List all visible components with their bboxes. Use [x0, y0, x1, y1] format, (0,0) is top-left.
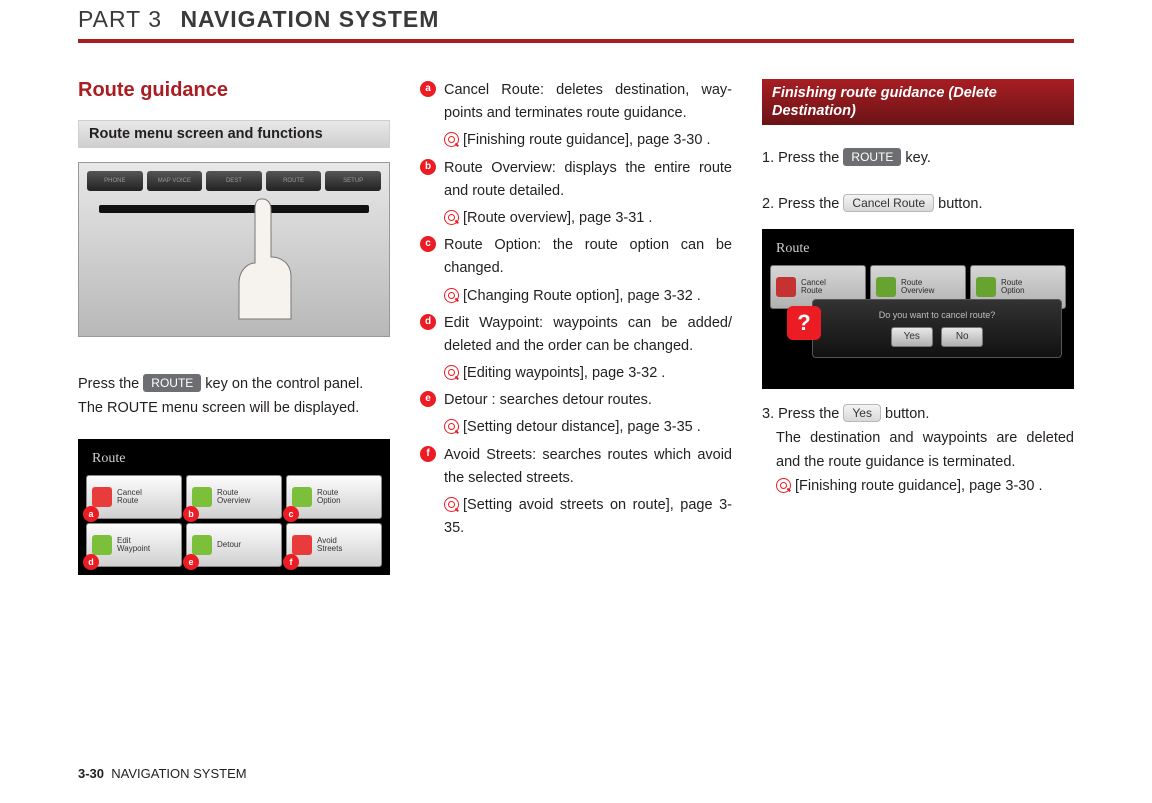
device-button: ROUTE [266, 171, 322, 191]
reference-icon [444, 497, 459, 512]
step-2: 2. Press the Cancel Route button. [762, 193, 1074, 217]
callout-marker: e [420, 391, 436, 407]
feature-item: dEdit Waypoint: waypoints can be added/ … [420, 312, 732, 358]
confirm-dialog: ? Do you want to cancel route? Yes No [812, 299, 1062, 358]
question-icon: ? [787, 306, 821, 340]
route-menu-tile: f Avoid Streets [286, 523, 382, 567]
feature-reference: [Setting avoid streets on route], page 3… [420, 494, 732, 540]
content-columns: Route guidance Route menu screen and fun… [78, 79, 1074, 589]
feature-list: aCancel Route: deletes destination, way-… [420, 79, 732, 540]
route-menu-tile: b Route Overview [186, 475, 282, 519]
cancel-route-screenshot: Route Cancel RouteRoute OverviewRoute Op… [762, 229, 1074, 389]
callout-marker: a [83, 506, 99, 522]
feature-reference: [Changing Route option], page 3-32 . [420, 285, 732, 308]
body-text: Press the ROUTE key on the control panel… [78, 373, 390, 397]
step-3-ref: [Finishing route guidance], page 3-30 . [762, 475, 1074, 499]
device-photo: PHONE MAP VOICE DEST ROUTE SETUP [78, 162, 390, 337]
device-button: SETUP [325, 171, 381, 191]
reference-icon [776, 478, 791, 493]
screenshot-title: Route [770, 237, 1066, 265]
step-3-detail: The destination and waypoints are delete… [762, 427, 1074, 475]
part-title: NAVIGATION SYSTEM [180, 6, 439, 32]
callout-marker: a [420, 81, 436, 97]
yes-button[interactable]: Yes [891, 327, 933, 347]
callout-marker: d [420, 314, 436, 330]
device-button: MAP VOICE [147, 171, 203, 191]
yes-button-chip: Yes [843, 404, 881, 422]
page-header: PART 3 NAVIGATION SYSTEM [78, 0, 1074, 43]
reference-icon [444, 288, 459, 303]
feature-reference: [Editing waypoints], page 3-32 . [420, 362, 732, 385]
reference-icon [444, 210, 459, 225]
callout-marker: f [420, 446, 436, 462]
feature-reference: [Finishing route guidance], page 3-30 . [420, 129, 732, 152]
step-1: 1. Press the ROUTE key. [762, 147, 1074, 171]
route-menu-tile: c Route Option [286, 475, 382, 519]
feature-item: fAvoid Streets: searches routes which av… [420, 444, 732, 490]
route-menu-tile: a Cancel Route [86, 475, 182, 519]
feature-item: cRoute Option: the route option can be c… [420, 234, 732, 280]
feature-item: eDetour : searches detour routes. [420, 389, 732, 412]
callout-marker: c [283, 506, 299, 522]
feature-reference: [Route overview], page 3-31 . [420, 207, 732, 230]
callout-marker: f [283, 554, 299, 570]
part-label: PART 3 [78, 6, 162, 32]
no-button[interactable]: No [941, 327, 983, 347]
subsection-bar: Route menu screen and functions [78, 120, 390, 148]
device-button: PHONE [87, 171, 143, 191]
column-3: Finishing route guidance (Delete Destina… [762, 79, 1074, 589]
callout-marker: d [83, 554, 99, 570]
hand-icon [229, 193, 309, 323]
route-key-chip: ROUTE [843, 148, 901, 166]
route-menu-tile: d Edit Waypoint [86, 523, 182, 567]
column-1: Route guidance Route menu screen and fun… [78, 79, 390, 589]
section-title: Route guidance [78, 79, 390, 102]
route-key-chip: ROUTE [143, 374, 201, 392]
feature-item: bRoute Overview: displays the entire rou… [420, 157, 732, 203]
callout-marker: b [420, 159, 436, 175]
callout-marker: b [183, 506, 199, 522]
body-text: The ROUTE menu screen will be displayed. [78, 397, 390, 421]
column-2: aCancel Route: deletes destination, way-… [420, 79, 732, 589]
screenshot-title: Route [86, 447, 382, 475]
step-3: 3. Press the Yes button. [762, 403, 1074, 427]
route-menu-screenshot: Route a Cancel Route b Route Overview c … [78, 439, 390, 575]
callout-marker: e [183, 554, 199, 570]
page-footer: 3-30 NAVIGATION SYSTEM [78, 766, 247, 781]
dialog-text: Do you want to cancel route? [823, 310, 1051, 320]
route-menu-tile: e Detour [186, 523, 282, 567]
reference-icon [444, 419, 459, 434]
red-section-bar: Finishing route guidance (Delete Destina… [762, 79, 1074, 125]
feature-reference: [Setting detour distance], page 3-35 . [420, 416, 732, 439]
callout-marker: c [420, 236, 436, 252]
reference-icon [444, 365, 459, 380]
reference-icon [444, 132, 459, 147]
device-button: DEST [206, 171, 262, 191]
feature-item: aCancel Route: deletes destination, way-… [420, 79, 732, 125]
cancel-route-button-chip: Cancel Route [843, 194, 934, 212]
